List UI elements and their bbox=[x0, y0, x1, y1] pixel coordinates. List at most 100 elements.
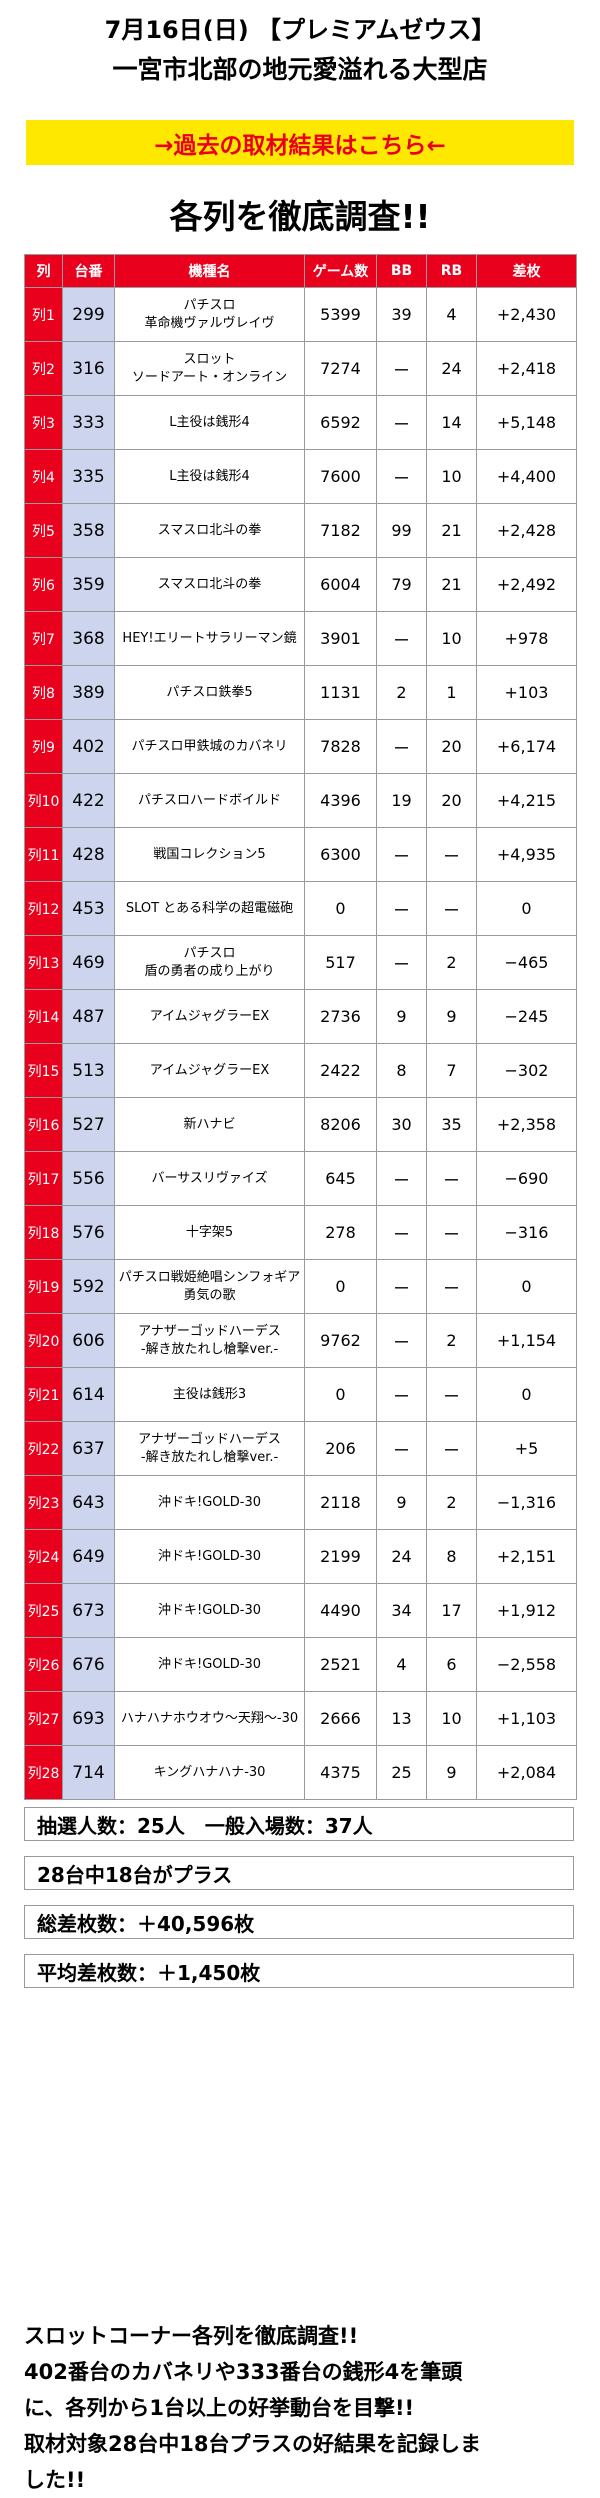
row-rb: 24 bbox=[426, 341, 477, 396]
row-bb: 79 bbox=[376, 557, 427, 612]
row-games: 7600 bbox=[304, 449, 377, 504]
row-rb: 6 bbox=[426, 1637, 477, 1692]
table-row: 列3 333 L主役は銭形4 6592 ー 14 +5,148 bbox=[24, 395, 577, 450]
row-machine-no: 527 bbox=[62, 1097, 115, 1152]
row-rb: ー bbox=[426, 1421, 477, 1476]
row-rb: 10 bbox=[426, 611, 477, 666]
results-table: 列 台番 機種名 ゲーム数 BB RB 差枚 列1 299 パチスロ 革命機ヴァルヴ… bbox=[24, 254, 577, 1800]
row-machine-name: 十字架5 bbox=[114, 1205, 305, 1260]
lottery-count-box: 抽選人数：25人 一般入場数：37人 bbox=[24, 1807, 574, 1841]
row-machine-no: 673 bbox=[62, 1583, 115, 1638]
row-machine-no: 469 bbox=[62, 935, 115, 990]
row-games: 1131 bbox=[304, 665, 377, 720]
row-machine-no: 389 bbox=[62, 665, 115, 720]
table-header-row: 列 台番 機種名 ゲーム数 BB RB 差枚 bbox=[24, 254, 577, 288]
row-machine-no: 637 bbox=[62, 1421, 115, 1476]
row-diff: −2,558 bbox=[476, 1637, 577, 1692]
row-machine-name: HEY!エリートサラリーマン鏡 bbox=[114, 611, 305, 666]
row-diff: +1,154 bbox=[476, 1313, 577, 1368]
row-rb: 9 bbox=[426, 989, 477, 1044]
row-diff: −690 bbox=[476, 1151, 577, 1206]
row-rb: ー bbox=[426, 1205, 477, 1260]
row-diff: +1,103 bbox=[476, 1691, 577, 1746]
row-column-label: 列10 bbox=[24, 773, 63, 828]
row-bb: 2 bbox=[376, 665, 427, 720]
table-row: 列10 422 パチスロハードボイルド 4396 19 20 +4,215 bbox=[24, 773, 577, 828]
row-machine-no: 453 bbox=[62, 881, 115, 936]
row-bb: 25 bbox=[376, 1745, 427, 1800]
row-games: 0 bbox=[304, 1367, 377, 1422]
row-games: 278 bbox=[304, 1205, 377, 1260]
row-machine-name: スマスロ北斗の拳 bbox=[114, 557, 305, 612]
table-row: 列21 614 主役は銭形3 0 ーー 0 bbox=[24, 1367, 577, 1422]
row-bb: ー bbox=[376, 1421, 427, 1476]
row-diff: +5 bbox=[476, 1421, 577, 1476]
row-machine-no: 592 bbox=[62, 1259, 115, 1314]
row-games: 2521 bbox=[304, 1637, 377, 1692]
table-row: 列11 428 戦国コレクション5 6300 ーー +4,935 bbox=[24, 827, 577, 882]
row-machine-no: 358 bbox=[62, 503, 115, 558]
row-diff: +4,215 bbox=[476, 773, 577, 828]
row-diff: +2,430 bbox=[476, 287, 577, 342]
header-rb: RB bbox=[426, 254, 477, 288]
row-column-label: 列23 bbox=[24, 1475, 63, 1530]
row-machine-name: パチスロハードボイルド bbox=[114, 773, 305, 828]
row-games: 3901 bbox=[304, 611, 377, 666]
row-diff: 0 bbox=[476, 881, 577, 936]
row-machine-no: 359 bbox=[62, 557, 115, 612]
row-column-label: 列14 bbox=[24, 989, 63, 1044]
row-rb: ー bbox=[426, 1259, 477, 1314]
row-bb: 34 bbox=[376, 1583, 427, 1638]
row-rb: 10 bbox=[426, 449, 477, 504]
row-games: 8206 bbox=[304, 1097, 377, 1152]
row-games: 5399 bbox=[304, 287, 377, 342]
row-machine-name: スマスロ北斗の拳 bbox=[114, 503, 305, 558]
table-row: 列9 402 パチスロ甲鉄城のカバネリ 7828 ー 20 +6,174 bbox=[24, 719, 577, 774]
row-column-label: 列21 bbox=[24, 1367, 63, 1422]
row-bb: 4 bbox=[376, 1637, 427, 1692]
table-row: 列25 673 沖ドキ!GOLD-30 4490 34 17 +1,912 bbox=[24, 1583, 577, 1638]
row-machine-no: 614 bbox=[62, 1367, 115, 1422]
row-rb: 35 bbox=[426, 1097, 477, 1152]
row-machine-name: L主役は銭形4 bbox=[114, 449, 305, 504]
average-diff-box: 平均差枚数：＋1,450枚 bbox=[24, 1954, 574, 1988]
row-bb: 19 bbox=[376, 773, 427, 828]
row-diff: +2,418 bbox=[476, 341, 577, 396]
total-diff-box: 総差枚数：＋40,596枚 bbox=[24, 1905, 574, 1939]
row-machine-name: パチスロ 革命機ヴァルヴレイヴ bbox=[114, 287, 305, 342]
row-machine-name: 沖ドキ!GOLD-30 bbox=[114, 1637, 305, 1692]
header-bb: BB bbox=[376, 254, 427, 288]
table-row: 列16 527 新ハナビ 8206 30 35 +2,358 bbox=[24, 1097, 577, 1152]
row-rb: 10 bbox=[426, 1691, 477, 1746]
table-row: 列27 693 ハナハナホウオウ〜天翔〜-30 2666 13 10 +1,103 bbox=[24, 1691, 577, 1746]
row-games: 6300 bbox=[304, 827, 377, 882]
table-row: 列5 358 スマスロ北斗の拳 7182 99 21 +2,428 bbox=[24, 503, 577, 558]
row-diff: −302 bbox=[476, 1043, 577, 1098]
table-row: 列7 368 HEY!エリートサラリーマン鏡 3901 ー 10 +978 bbox=[24, 611, 577, 666]
row-machine-name: 沖ドキ!GOLD-30 bbox=[114, 1583, 305, 1638]
row-rb: 1 bbox=[426, 665, 477, 720]
table-row: 列17 556 バーサスリヴァイズ 645 ーー −690 bbox=[24, 1151, 577, 1206]
row-column-label: 列2 bbox=[24, 341, 63, 396]
row-machine-name: パチスロ甲鉄城のカバネリ bbox=[114, 719, 305, 774]
row-machine-no: 606 bbox=[62, 1313, 115, 1368]
section-title: 各列を徹底調査!! bbox=[169, 197, 431, 236]
row-rb: ー bbox=[426, 881, 477, 936]
row-bb: 9 bbox=[376, 989, 427, 1044]
header-diff: 差枚 bbox=[476, 254, 577, 288]
row-column-label: 列22 bbox=[24, 1421, 63, 1476]
table-row: 列4 335 L主役は銭形4 7600 ー 10 +4,400 bbox=[24, 449, 577, 504]
table-row: 列18 576 十字架5 278 ーー −316 bbox=[24, 1205, 577, 1260]
row-column-label: 列24 bbox=[24, 1529, 63, 1584]
table-row: 列14 487 アイムジャグラーEX 2736 9 9 −245 bbox=[24, 989, 577, 1044]
past-results-link[interactable]: →過去の取材結果はこちら← bbox=[26, 120, 574, 165]
row-machine-no: 576 bbox=[62, 1205, 115, 1260]
row-diff: +4,400 bbox=[476, 449, 577, 504]
row-rb: 9 bbox=[426, 1745, 477, 1800]
row-machine-name: 新ハナビ bbox=[114, 1097, 305, 1152]
row-diff: +2,151 bbox=[476, 1529, 577, 1584]
row-bb: ー bbox=[376, 1313, 427, 1368]
row-bb: ー bbox=[376, 719, 427, 774]
row-games: 9762 bbox=[304, 1313, 377, 1368]
row-machine-name: ハナハナホウオウ〜天翔〜-30 bbox=[114, 1691, 305, 1746]
